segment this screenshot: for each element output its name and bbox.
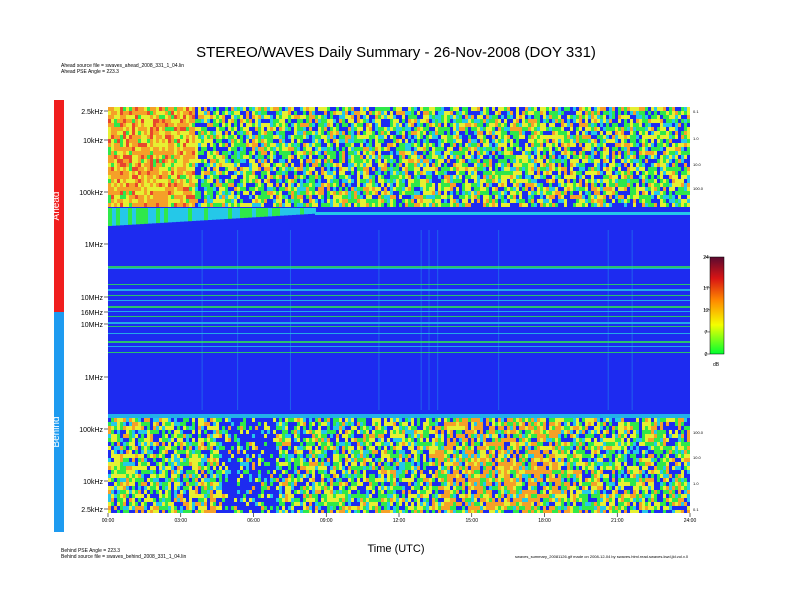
right-tick-label: 1.0 xyxy=(693,136,699,141)
freq-tick-label: 100kHz xyxy=(79,190,103,197)
time-tick-label: 00:00 xyxy=(102,518,115,524)
colorbar-tick-label: 17 xyxy=(703,286,709,292)
chart-title: STEREO/WAVES Daily Summary - 26-Nov-2008… xyxy=(196,44,596,61)
time-axis: 00:00 03:00 06:00 09:00 12:00 15:00 18:00 21:00… xyxy=(102,513,697,524)
freq-tick-label: 16MHz xyxy=(81,310,104,317)
colorbar-tick-label: 7 xyxy=(705,330,708,336)
freq-tick-label: 1MHz xyxy=(85,242,104,249)
ahead-pse-angle: Ahead PSE Angle = 223.3 xyxy=(61,69,119,75)
right-tick-label: 1.0 xyxy=(693,481,699,486)
freq-tick-label: 10MHz xyxy=(81,322,104,329)
frequency-axis: 2.5kHz 10kHz 100kHz 1MHz 10MHz 16MHz 10MHz 1MHz… xyxy=(79,109,108,514)
colorbar-ticks: 24 17 12 7 2 xyxy=(703,255,710,358)
right-tick-label: 0.1 xyxy=(693,109,699,114)
time-tick-label: 18:00 xyxy=(538,518,551,524)
ahead-panel-bar xyxy=(54,100,64,312)
ahead-source-file: Ahead source file = swaves_ahead_2008_33… xyxy=(61,63,185,69)
time-tick-label: 24:00 xyxy=(684,518,697,524)
colorbar-tick-label: 24 xyxy=(703,255,709,261)
time-tick-label: 12:00 xyxy=(393,518,406,524)
behind-label: Behind xyxy=(51,416,62,447)
right-tick-label: 100.0 xyxy=(693,430,704,435)
time-tick-label: 09:00 xyxy=(320,518,333,524)
right-tick-label: 100.0 xyxy=(693,186,704,191)
freq-tick-label: 10MHz xyxy=(81,295,104,302)
time-tick-label: 21:00 xyxy=(611,518,624,524)
freq-tick-label: 2.5kHz xyxy=(81,507,103,514)
ahead-label: Ahead xyxy=(51,192,62,221)
behind-source-file: Behind source file = swaves_behind_2008_… xyxy=(61,554,187,560)
freq-tick-label: 2.5kHz xyxy=(81,109,103,116)
colorbar-unit: dB xyxy=(713,362,720,368)
colorbar-tick-label: 2 xyxy=(705,352,708,358)
freq-tick-label: 100kHz xyxy=(79,427,103,434)
freq-tick-label: 1MHz xyxy=(85,375,104,382)
time-tick-label: 06:00 xyxy=(247,518,260,524)
freq-tick-label: 10kHz xyxy=(83,479,103,486)
right-tick-label: 0.1 xyxy=(693,507,699,512)
right-tick-label: 10.0 xyxy=(693,455,702,460)
behind-panel-bar xyxy=(54,312,64,532)
colorbar-tick-label: 12 xyxy=(703,308,709,314)
right-scale-axis: 0.1 1.0 10.0 100.0 100.0 10.0 1.0 0.1 xyxy=(693,109,704,512)
spectrogram-heatmap xyxy=(108,107,690,513)
behind-pse-angle: Behind PSE Angle = 223.3 xyxy=(61,548,121,554)
freq-tick-label: 10kHz xyxy=(83,138,103,145)
right-tick-label: 10.0 xyxy=(693,162,702,167)
footer-right-note: swaves_summary_20081126.gif made on 2008… xyxy=(515,554,689,559)
time-tick-label: 03:00 xyxy=(174,518,187,524)
x-axis-label: Time (UTC) xyxy=(367,543,425,555)
colorbar xyxy=(709,256,725,355)
time-tick-label: 15:00 xyxy=(465,518,478,524)
